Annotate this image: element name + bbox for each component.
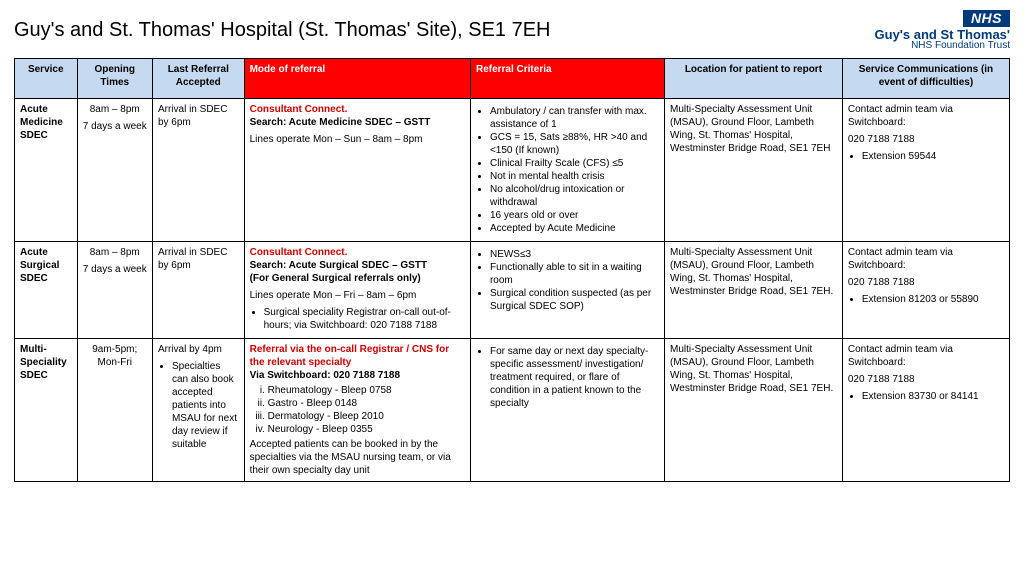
last-referral: Arrival in SDEC by 6pm <box>152 241 244 338</box>
opening-times: 8am – 8pm 7 days a week <box>77 241 152 338</box>
referral-criteria: Ambulatory / can transfer with max. assi… <box>470 98 664 241</box>
opening-times: 8am – 8pm 7 days a week <box>77 98 152 241</box>
col-last: Last Referral Accepted <box>152 58 244 98</box>
mode-of-referral: Referral via the on-call Registrar / CNS… <box>244 338 470 481</box>
nhs-logo: NHS Guy's and St Thomas' NHS Foundation … <box>875 10 1010 52</box>
page-title: Guy's and St. Thomas' Hospital (St. Thom… <box>14 19 551 42</box>
col-criteria: Referral Criteria <box>470 58 664 98</box>
service-communications: Contact admin team via Switchboard: 020 … <box>842 338 1009 481</box>
col-service: Service <box>15 58 78 98</box>
service-name: Acute Surgical SDEC <box>15 241 78 338</box>
table-row: Acute Surgical SDEC 8am – 8pm 7 days a w… <box>15 241 1010 338</box>
mode-of-referral: Consultant Connect. Search: Acute Medici… <box>244 98 470 241</box>
referral-criteria: For same day or next day specialty-speci… <box>470 338 664 481</box>
service-communications: Contact admin team via Switchboard: 020 … <box>842 241 1009 338</box>
table-row: Acute Medicine SDEC 8am – 8pm 7 days a w… <box>15 98 1010 241</box>
col-location: Location for patient to report <box>665 58 843 98</box>
logo-trust-sub: NHS Foundation Trust <box>911 41 1010 52</box>
page-header: Guy's and St. Thomas' Hospital (St. Thom… <box>14 10 1010 52</box>
service-communications: Contact admin team via Switchboard: 020 … <box>842 98 1009 241</box>
mode-of-referral: Consultant Connect. Search: Acute Surgic… <box>244 241 470 338</box>
opening-times: 9am-5pm; Mon-Fri <box>77 338 152 481</box>
services-table: Service Opening Times Last Referral Acce… <box>14 58 1010 482</box>
location: Multi-Specialty Assessment Unit (MSAU), … <box>665 98 843 241</box>
referral-criteria: NEWS≤3 Functionally able to sit in a wai… <box>470 241 664 338</box>
col-mode: Mode of referral <box>244 58 470 98</box>
table-row: Multi-Speciality SDEC 9am-5pm; Mon-Fri A… <box>15 338 1010 481</box>
logo-trust-name: Guy's and St Thomas' <box>875 28 1010 42</box>
col-comm: Service Communications (in event of diff… <box>842 58 1009 98</box>
service-name: Acute Medicine SDEC <box>15 98 78 241</box>
col-times: Opening Times <box>77 58 152 98</box>
last-referral: Arrival by 4pm Specialties can also book… <box>152 338 244 481</box>
table-header-row: Service Opening Times Last Referral Acce… <box>15 58 1010 98</box>
location: Multi-Specialty Assessment Unit (MSAU), … <box>665 338 843 481</box>
location: Multi-Specialty Assessment Unit (MSAU), … <box>665 241 843 338</box>
service-name: Multi-Speciality SDEC <box>15 338 78 481</box>
nhs-wordmark: NHS <box>963 10 1010 27</box>
last-referral: Arrival in SDEC by 6pm <box>152 98 244 241</box>
